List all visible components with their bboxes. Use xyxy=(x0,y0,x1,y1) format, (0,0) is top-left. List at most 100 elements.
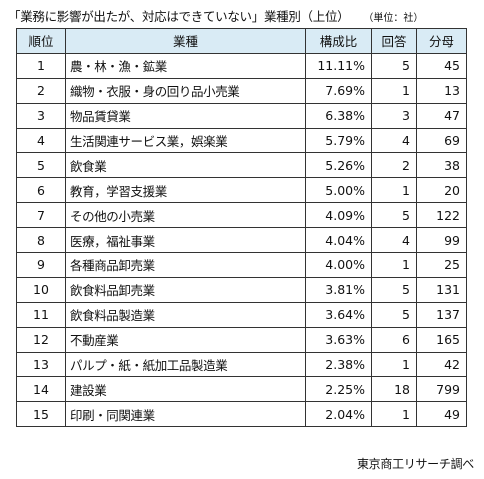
rank-cell: 7 xyxy=(16,202,66,229)
table-row: 15 印刷・同関連業 2.04% 1 49 xyxy=(16,401,467,428)
rank-cell: 13 xyxy=(16,351,66,378)
rank-cell: 15 xyxy=(16,401,66,428)
rank-cell: 3 xyxy=(16,102,66,129)
rank-cell: 4 xyxy=(16,127,66,154)
rank-cell: 12 xyxy=(16,326,66,353)
table-row: 9 各種商品卸売業 4.00% 1 25 xyxy=(16,252,467,278)
table-row: 10 飲食料品卸売業 3.81% 5 131 xyxy=(16,276,467,303)
ratio-cell: 3.63% xyxy=(305,326,372,353)
industry-cell: 織物・衣服・身の回り品小売業 xyxy=(65,77,306,104)
table-row: 1 農・林・漁・鉱業 11.11% 5 45 xyxy=(16,52,467,79)
rank-cell: 6 xyxy=(16,177,66,204)
industry-cell: 不動産業 xyxy=(65,326,306,353)
table-row: 11 飲食料品製造業 3.64% 5 137 xyxy=(16,301,467,328)
ratio-cell: 11.11% xyxy=(305,52,372,79)
answers-cell: 5 xyxy=(371,301,417,328)
unit-note: （単位：社） xyxy=(363,13,424,24)
table-row: 4 生活関連サービス業，娯楽業 5.79% 4 69 xyxy=(16,127,467,154)
ratio-cell: 5.26% xyxy=(305,152,372,179)
answers-cell: 1 xyxy=(371,77,417,104)
answers-cell: 4 xyxy=(371,127,417,154)
ratio-cell: 5.00% xyxy=(305,177,372,204)
ratio-cell: 4.09% xyxy=(305,202,372,229)
table-body: 1 農・林・漁・鉱業 11.11% 5 45 2 織物・衣服・身の回り品小売業 7.69% 1 1… xyxy=(16,52,467,428)
rank-cell: 10 xyxy=(16,276,66,303)
rank-cell: 11 xyxy=(16,301,66,328)
ratio-cell: 2.38% xyxy=(305,351,372,378)
ratio-cell: 5.79% xyxy=(305,127,372,154)
title-row: 「業務に影響が出たが、対応はできていない」業種別（上位） （単位：社） xyxy=(8,6,478,26)
industry-cell: 農・林・漁・鉱業 xyxy=(65,52,306,79)
industry-cell: 飲食業 xyxy=(65,152,306,179)
industry-cell: 飲食料品卸売業 xyxy=(65,276,306,303)
header-answers: 回答 xyxy=(371,28,417,54)
answers-cell: 6 xyxy=(371,326,417,353)
rank-cell: 8 xyxy=(16,227,66,254)
industry-cell: パルプ・紙・紙加工品製造業 xyxy=(65,351,306,378)
denominator-cell: 137 xyxy=(416,301,467,328)
header-rank: 順位 xyxy=(16,28,66,54)
table-row: 12 不動産業 3.63% 6 165 xyxy=(16,326,467,353)
ratio-cell: 3.81% xyxy=(305,276,372,303)
ratio-cell: 3.64% xyxy=(305,301,372,328)
denominator-cell: 42 xyxy=(416,351,467,378)
industry-cell: 印刷・同関連業 xyxy=(65,401,306,428)
industry-cell: 各種商品卸売業 xyxy=(65,252,306,278)
source-note: 東京商工リサーチ調べ xyxy=(356,457,474,471)
denominator-cell: 165 xyxy=(416,326,467,353)
table-row: 5 飲食業 5.26% 2 38 xyxy=(16,152,467,179)
industry-cell: 飲食料品製造業 xyxy=(65,301,306,328)
ratio-cell: 4.04% xyxy=(305,227,372,254)
ratio-cell: 7.69% xyxy=(305,77,372,104)
denominator-cell: 47 xyxy=(416,102,467,129)
answers-cell: 1 xyxy=(371,252,417,278)
answers-cell: 1 xyxy=(371,177,417,204)
answers-cell: 2 xyxy=(371,152,417,179)
ranking-table: 順位 業種 構成比 回答 分母 1 農・林・漁・鉱業 11.11% 5 45 2 織物・衣服… xyxy=(16,28,467,428)
table-row: 14 建設業 2.25% 18 799 xyxy=(16,376,467,403)
answers-cell: 4 xyxy=(371,227,417,254)
rank-cell: 1 xyxy=(16,52,66,79)
ratio-cell: 6.38% xyxy=(305,102,372,129)
table-row: 6 教育，学習支援業 5.00% 1 20 xyxy=(16,177,467,204)
denominator-cell: 49 xyxy=(416,401,467,428)
denominator-cell: 99 xyxy=(416,227,467,254)
rank-cell: 2 xyxy=(16,77,66,104)
answers-cell: 1 xyxy=(371,351,417,378)
rank-cell: 14 xyxy=(16,376,66,403)
industry-cell: その他の小売業 xyxy=(65,202,306,229)
denominator-cell: 25 xyxy=(416,252,467,278)
ratio-cell: 4.00% xyxy=(305,252,372,278)
answers-cell: 5 xyxy=(371,202,417,229)
rank-cell: 5 xyxy=(16,152,66,179)
denominator-cell: 122 xyxy=(416,202,467,229)
denominator-cell: 38 xyxy=(416,152,467,179)
denominator-cell: 799 xyxy=(416,376,467,403)
table-row: 2 織物・衣服・身の回り品小売業 7.69% 1 13 xyxy=(16,77,467,104)
table-row: 13 パルプ・紙・紙加工品製造業 2.38% 1 42 xyxy=(16,351,467,378)
table-row: 7 その他の小売業 4.09% 5 122 xyxy=(16,202,467,229)
industry-cell: 物品賃貸業 xyxy=(65,102,306,129)
table-row: 3 物品賃貸業 6.38% 3 47 xyxy=(16,102,467,129)
header-denominator: 分母 xyxy=(416,28,467,54)
answers-cell: 5 xyxy=(371,52,417,79)
industry-cell: 教育，学習支援業 xyxy=(65,177,306,204)
industry-cell: 医療，福祉事業 xyxy=(65,227,306,254)
header-ratio: 構成比 xyxy=(305,28,372,54)
denominator-cell: 131 xyxy=(416,276,467,303)
denominator-cell: 69 xyxy=(416,127,467,154)
rank-cell: 9 xyxy=(16,252,66,278)
ratio-cell: 2.04% xyxy=(305,401,372,428)
denominator-cell: 13 xyxy=(416,77,467,104)
denominator-cell: 20 xyxy=(416,177,467,204)
denominator-cell: 45 xyxy=(416,52,467,79)
answers-cell: 3 xyxy=(371,102,417,129)
ratio-cell: 2.25% xyxy=(305,376,372,403)
industry-cell: 建設業 xyxy=(65,376,306,403)
table-row: 8 医療，福祉事業 4.04% 4 99 xyxy=(16,227,467,254)
answers-cell: 1 xyxy=(371,401,417,428)
industry-cell: 生活関連サービス業，娯楽業 xyxy=(65,127,306,154)
answers-cell: 5 xyxy=(371,276,417,303)
table-title: 「業務に影響が出たが、対応はできていない」業種別（上位） xyxy=(8,9,350,24)
header-row: 順位 業種 構成比 回答 分母 xyxy=(16,28,467,54)
